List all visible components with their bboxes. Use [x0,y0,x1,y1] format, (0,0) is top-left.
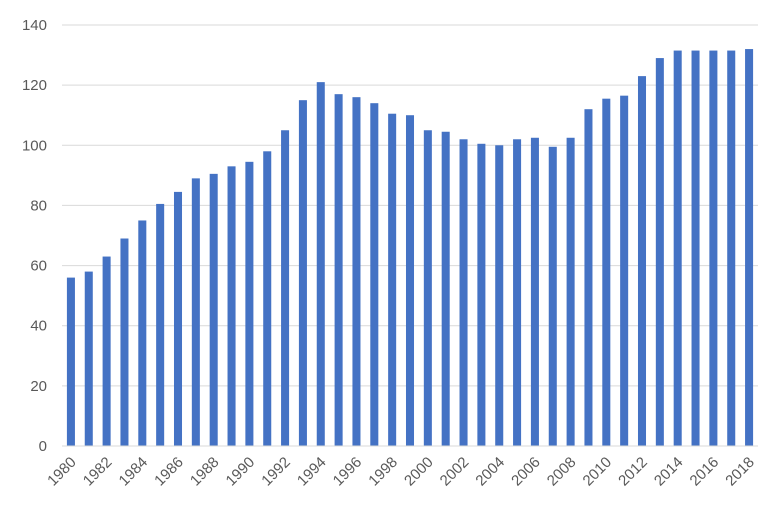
bar [727,50,736,446]
x-tick-label: 1982 [80,454,116,490]
bar [441,131,450,446]
x-tick-label: 1998 [365,454,401,490]
bar [745,49,754,447]
y-tick-label: 0 [39,438,47,455]
x-tick-label: 1992 [258,454,294,490]
y-tick-label: 100 [22,137,47,154]
bar [584,109,593,446]
x-tick-label: 2002 [437,454,473,490]
x-tick-label: 2006 [508,454,544,490]
bar [316,82,325,446]
bar [673,50,682,446]
bar [352,97,361,447]
bar [655,58,664,446]
bar [423,130,432,446]
y-tick-label: 60 [30,258,47,275]
bar [66,277,75,446]
x-tick-label: 1986 [151,454,187,490]
bar [530,137,539,446]
bar [459,139,468,446]
bar [138,220,147,446]
x-tick-label: 1984 [116,454,152,490]
bar [388,113,397,446]
x-tick-label: 2010 [580,454,616,490]
y-tick-label: 120 [22,77,47,94]
bar [245,161,254,446]
y-tick-label: 80 [30,197,47,214]
bar [620,95,629,447]
bar-series [66,49,754,447]
bar [495,145,504,447]
bar [102,256,111,446]
bar [566,137,575,446]
bar [477,143,486,446]
x-tick-label: 2004 [472,454,508,490]
bar [173,191,183,446]
y-tick-label: 40 [30,318,47,335]
bar [405,115,415,446]
bar [370,103,379,446]
x-tick-label: 2012 [615,454,651,490]
bar [263,151,272,447]
bar [513,139,522,446]
x-tick-label: 1988 [187,454,223,490]
x-tick-label: 1994 [294,454,330,490]
bar [602,98,611,447]
bar [709,50,718,446]
bar [637,76,647,446]
y-tick-label: 20 [30,378,47,395]
bar [548,146,557,446]
bar [334,94,343,447]
x-tick-label: 2008 [544,454,580,490]
x-tick-label: 2000 [401,454,437,490]
bar [84,271,93,446]
y-axis-tick-labels: 0 20 40 60 80 100 120 140 [22,17,47,455]
x-axis-tick-labels: 1980 1982 1984 1986 1988 1990 1992 1994 1996 1998… [44,454,758,490]
x-tick-label: 2014 [651,454,687,490]
x-tick-label: 2018 [722,454,758,490]
bar [691,50,700,446]
bar [281,130,290,446]
y-tick-label: 140 [22,17,47,34]
x-tick-label: 1980 [44,454,80,490]
bar [120,238,129,446]
x-tick-label: 2016 [687,454,723,490]
bar [209,173,218,446]
x-tick-label: 1990 [223,454,259,490]
bar [298,100,307,446]
bar [156,203,165,446]
bar [227,166,236,447]
x-tick-label: 1996 [330,454,366,490]
bar [191,178,200,446]
